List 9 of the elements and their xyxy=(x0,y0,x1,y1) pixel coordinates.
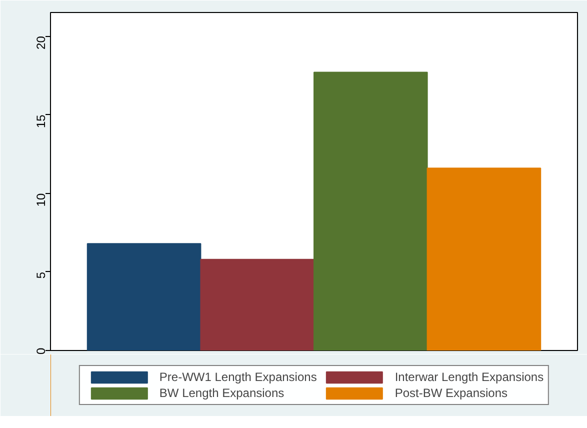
y-tick-label: 15 xyxy=(34,114,48,128)
legend-label: Pre-WW1 Length Expansions xyxy=(159,370,317,384)
y-tick-label: 5 xyxy=(34,272,48,279)
legend-label: Post-BW Expansions xyxy=(394,386,508,400)
legend-label: Interwar Length Expansions xyxy=(394,370,544,384)
legend-label: BW Length Expansions xyxy=(159,386,284,400)
y-tick-label: 20 xyxy=(34,36,48,50)
y-tick-label: 10 xyxy=(34,192,48,207)
y-tick-label: 0 xyxy=(34,348,48,354)
